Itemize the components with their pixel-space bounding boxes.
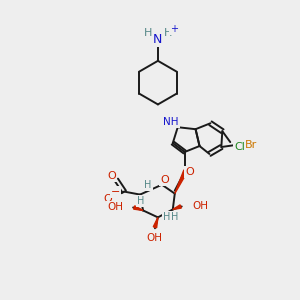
Text: N: N <box>153 32 163 46</box>
Text: OH: OH <box>193 202 208 212</box>
Text: Cl: Cl <box>234 142 245 152</box>
Polygon shape <box>153 218 158 228</box>
Text: H: H <box>144 180 152 190</box>
Text: OH: OH <box>146 233 162 243</box>
Polygon shape <box>134 206 143 210</box>
Text: OH: OH <box>107 202 123 212</box>
Text: +: + <box>170 24 178 34</box>
Text: H: H <box>171 212 178 222</box>
Text: Br: Br <box>245 140 257 150</box>
Text: O: O <box>160 175 169 185</box>
Text: O: O <box>103 194 112 203</box>
Text: H: H <box>137 196 145 206</box>
Text: H: H <box>163 212 170 222</box>
Polygon shape <box>175 170 188 194</box>
Text: H: H <box>144 28 152 38</box>
Text: H: H <box>164 28 172 38</box>
Text: O: O <box>185 167 194 177</box>
Text: −: − <box>111 187 120 196</box>
Text: NH: NH <box>163 117 178 127</box>
Polygon shape <box>173 205 181 209</box>
Text: O: O <box>107 171 116 181</box>
